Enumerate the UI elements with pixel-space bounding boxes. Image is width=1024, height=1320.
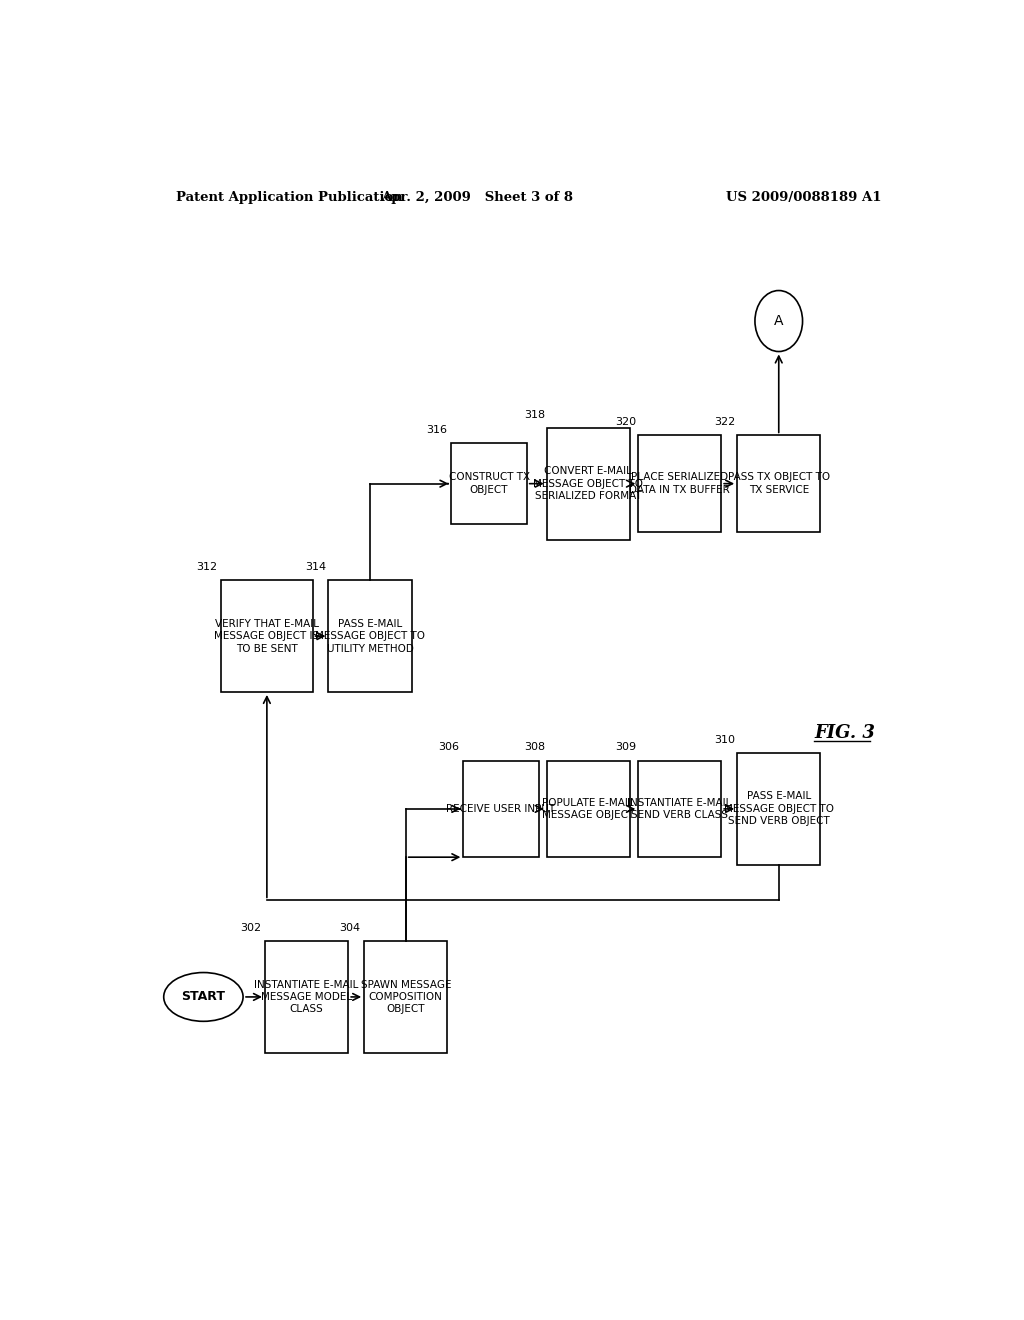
Text: 318: 318 bbox=[524, 409, 545, 420]
Text: START: START bbox=[181, 990, 225, 1003]
Text: Apr. 2, 2009   Sheet 3 of 8: Apr. 2, 2009 Sheet 3 of 8 bbox=[381, 190, 573, 203]
FancyBboxPatch shape bbox=[737, 752, 820, 865]
Text: 314: 314 bbox=[306, 562, 327, 572]
FancyBboxPatch shape bbox=[638, 436, 721, 532]
Text: PLACE SERIALIZED
DATA IN TX BUFFER: PLACE SERIALIZED DATA IN TX BUFFER bbox=[629, 473, 730, 495]
FancyBboxPatch shape bbox=[221, 581, 312, 692]
Text: INSTANTIATE E-MAIL
MESSAGE MODEL
CLASS: INSTANTIATE E-MAIL MESSAGE MODEL CLASS bbox=[254, 979, 358, 1014]
Text: 308: 308 bbox=[524, 742, 545, 752]
Text: A: A bbox=[774, 314, 783, 329]
Text: US 2009/0088189 A1: US 2009/0088189 A1 bbox=[726, 190, 882, 203]
Text: 309: 309 bbox=[615, 742, 636, 752]
Text: PASS E-MAIL
MESSAGE OBJECT TO
UTILITY METHOD: PASS E-MAIL MESSAGE OBJECT TO UTILITY ME… bbox=[315, 619, 425, 653]
Text: PASS TX OBJECT TO
TX SERVICE: PASS TX OBJECT TO TX SERVICE bbox=[728, 473, 829, 495]
Text: SPAWN MESSAGE
COMPOSITION
OBJECT: SPAWN MESSAGE COMPOSITION OBJECT bbox=[360, 979, 451, 1014]
Text: Patent Application Publication: Patent Application Publication bbox=[176, 190, 402, 203]
Text: RECEIVE USER INPUT: RECEIVE USER INPUT bbox=[446, 804, 556, 814]
Text: 302: 302 bbox=[240, 923, 261, 933]
Text: 312: 312 bbox=[197, 562, 217, 572]
Text: CONVERT E-MAIL
MESSAGE OBJECT TO
SERIALIZED FORMAT: CONVERT E-MAIL MESSAGE OBJECT TO SERIALI… bbox=[534, 466, 643, 502]
Text: INSTANTIATE E-MAIL
SEND VERB CLASS: INSTANTIATE E-MAIL SEND VERB CLASS bbox=[628, 797, 732, 820]
FancyBboxPatch shape bbox=[365, 941, 447, 1053]
FancyBboxPatch shape bbox=[638, 760, 721, 857]
Text: 320: 320 bbox=[615, 417, 636, 428]
Text: VERIFY THAT E-MAIL
MESSAGE OBJECT IS
TO BE SENT: VERIFY THAT E-MAIL MESSAGE OBJECT IS TO … bbox=[214, 619, 319, 653]
FancyBboxPatch shape bbox=[329, 581, 412, 692]
Text: 316: 316 bbox=[426, 425, 447, 434]
Text: 306: 306 bbox=[438, 742, 460, 752]
Circle shape bbox=[755, 290, 803, 351]
Text: POPULATE E-MAIL
MESSAGE OBJECT: POPULATE E-MAIL MESSAGE OBJECT bbox=[542, 797, 635, 820]
FancyBboxPatch shape bbox=[265, 941, 348, 1053]
Text: 322: 322 bbox=[715, 417, 735, 428]
Text: PASS E-MAIL
MESSAGE OBJECT TO
SEND VERB OBJECT: PASS E-MAIL MESSAGE OBJECT TO SEND VERB … bbox=[724, 792, 834, 826]
FancyBboxPatch shape bbox=[737, 436, 820, 532]
Text: 310: 310 bbox=[715, 735, 735, 744]
FancyBboxPatch shape bbox=[463, 760, 539, 857]
Ellipse shape bbox=[164, 973, 243, 1022]
FancyBboxPatch shape bbox=[452, 444, 526, 524]
Text: FIG. 3: FIG. 3 bbox=[814, 723, 876, 742]
Text: 304: 304 bbox=[339, 923, 360, 933]
FancyBboxPatch shape bbox=[547, 760, 630, 857]
Text: CONSTRUCT TX
OBJECT: CONSTRUCT TX OBJECT bbox=[449, 473, 529, 495]
FancyBboxPatch shape bbox=[547, 428, 630, 540]
